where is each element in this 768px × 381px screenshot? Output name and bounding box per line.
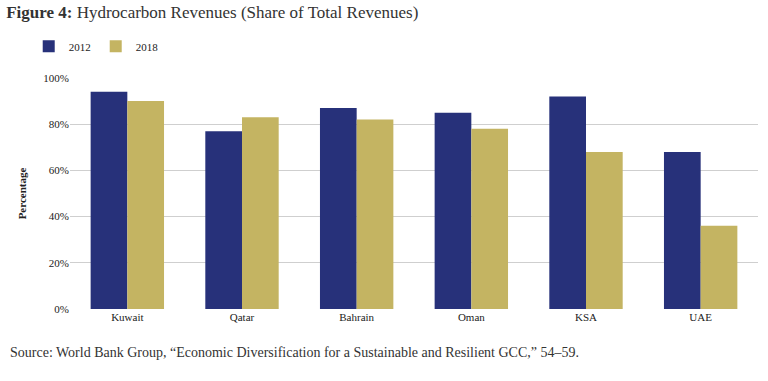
svg-text:Percentage: Percentage <box>16 168 28 220</box>
svg-text:Kuwait: Kuwait <box>111 311 143 323</box>
svg-text:60%: 60% <box>49 164 69 176</box>
svg-text:Bahrain: Bahrain <box>339 311 374 323</box>
svg-text:KSA: KSA <box>575 311 597 323</box>
svg-text:Figure 4: Hydrocarbon Revenues: Figure 4: Hydrocarbon Revenues (Share of… <box>6 3 418 22</box>
svg-text:2012: 2012 <box>69 41 91 53</box>
svg-text:0%: 0% <box>54 303 69 315</box>
svg-text:100%: 100% <box>43 72 69 84</box>
svg-text:40%: 40% <box>49 210 69 222</box>
svg-text:80%: 80% <box>49 118 69 130</box>
svg-text:Qatar: Qatar <box>230 311 255 323</box>
svg-text:Oman: Oman <box>458 311 485 323</box>
svg-text:2018: 2018 <box>136 41 159 53</box>
svg-text:20%: 20% <box>49 257 69 269</box>
svg-text:Source: World Bank Group, “Eco: Source: World Bank Group, “Economic Dive… <box>10 345 579 360</box>
svg-text:UAE: UAE <box>689 311 712 323</box>
